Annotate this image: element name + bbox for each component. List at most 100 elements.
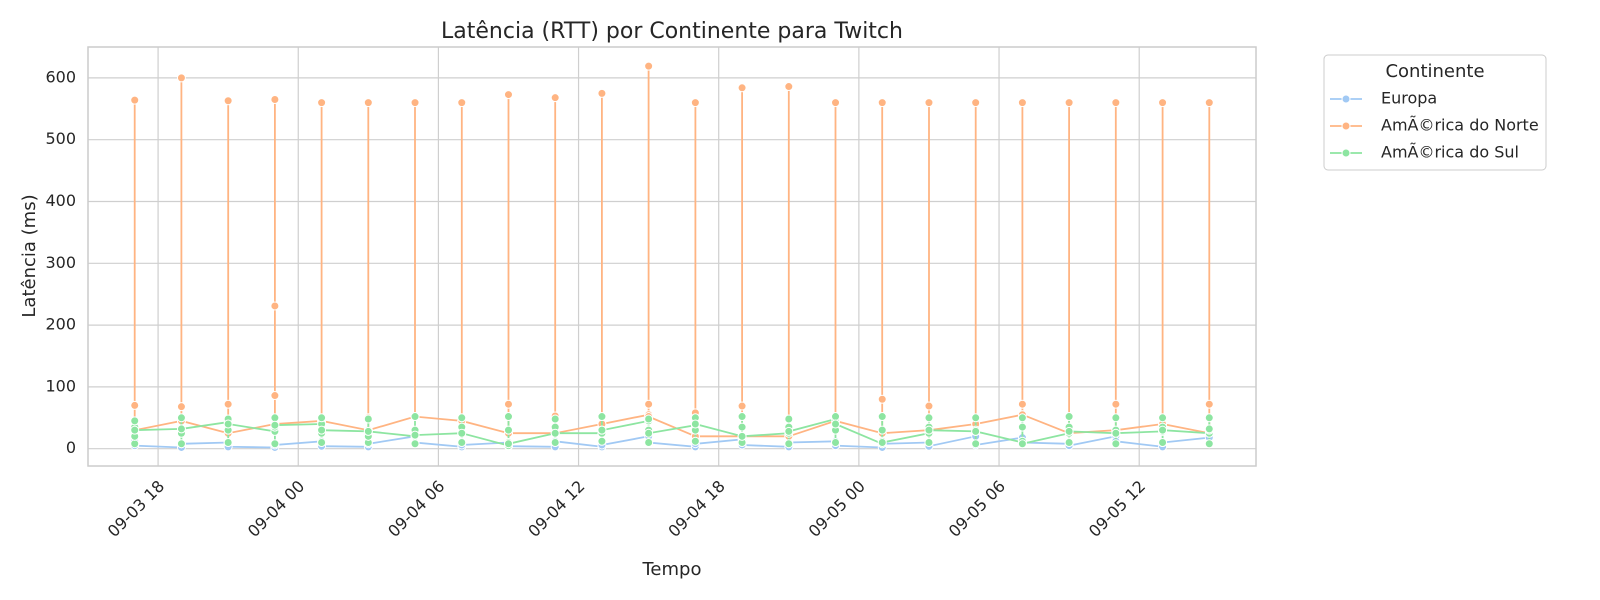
point [363, 98, 373, 108]
point [457, 413, 467, 423]
y-tick-label: 0 [66, 438, 76, 457]
point [644, 399, 654, 409]
point [924, 425, 934, 435]
legend-label: Europa [1381, 89, 1437, 108]
point [831, 412, 841, 422]
point [737, 431, 747, 441]
point [784, 439, 794, 449]
point [1204, 424, 1214, 434]
point [690, 436, 700, 446]
point [971, 413, 981, 423]
y-tick-label: 400 [45, 191, 76, 210]
x-tick-label: 09-05 00 [805, 477, 869, 541]
point [457, 438, 467, 448]
point [1204, 413, 1214, 423]
point [410, 439, 420, 449]
point [1064, 98, 1074, 108]
point [1111, 439, 1121, 449]
x-tick-label: 09-04 12 [524, 477, 588, 541]
point [223, 399, 233, 409]
point [1017, 98, 1027, 108]
x-axis-label: Tempo [642, 559, 702, 580]
y-axis-label: Latência (ms) [19, 194, 40, 317]
y-tick-label: 200 [45, 315, 76, 334]
point [737, 83, 747, 93]
point [597, 436, 607, 446]
point [317, 413, 327, 423]
point [597, 88, 607, 98]
point [877, 438, 887, 448]
point [317, 425, 327, 435]
point [1017, 422, 1027, 432]
point [924, 401, 934, 411]
point [1017, 439, 1027, 449]
point [270, 413, 280, 423]
point [550, 438, 560, 448]
point [1064, 438, 1074, 448]
x-tick-label: 09-05 06 [945, 477, 1009, 541]
point [410, 98, 420, 108]
point [550, 414, 560, 424]
point [1204, 439, 1214, 449]
legend-label: AmÃ©rica do Sul [1381, 143, 1519, 162]
point [503, 399, 513, 409]
point [924, 413, 934, 423]
series-line [133, 416, 1211, 447]
legend-marker [1341, 94, 1351, 104]
point [550, 93, 560, 103]
point [270, 439, 280, 449]
point [503, 412, 513, 422]
point [971, 439, 981, 449]
point [644, 61, 654, 71]
point [1204, 98, 1214, 108]
point [363, 414, 373, 424]
point [317, 98, 327, 108]
plot-frame [87, 46, 1257, 467]
point [831, 438, 841, 448]
point [176, 424, 186, 434]
point [737, 412, 747, 422]
y-tick-label: 100 [45, 376, 76, 395]
point [1158, 98, 1168, 108]
point [644, 428, 654, 438]
point [223, 96, 233, 106]
point [690, 419, 700, 429]
point [1064, 426, 1074, 436]
point [877, 98, 887, 108]
point [1158, 438, 1168, 448]
point [503, 90, 513, 100]
point [223, 438, 233, 448]
point [971, 98, 981, 108]
y-tick-label: 300 [45, 253, 76, 272]
point [363, 426, 373, 436]
point [176, 73, 186, 83]
x-tick-label: 09-03 18 [104, 477, 168, 541]
point [784, 414, 794, 424]
point [1111, 98, 1121, 108]
point [1204, 399, 1214, 409]
y-tick-label: 500 [45, 129, 76, 148]
series-line [133, 66, 1211, 438]
x-tick-label: 09-04 06 [384, 477, 448, 541]
y-tick-label: 600 [45, 67, 76, 86]
point [410, 430, 420, 440]
point [1064, 412, 1074, 422]
point [457, 98, 467, 108]
point [924, 98, 934, 108]
point [176, 439, 186, 449]
point [831, 419, 841, 429]
legend-label: AmÃ©rica do Norte [1381, 116, 1539, 135]
point [176, 402, 186, 412]
point [130, 425, 140, 435]
x-tick-label: 09-04 00 [244, 477, 308, 541]
x-tick-label: 09-04 18 [664, 477, 728, 541]
point [1111, 413, 1121, 423]
point [737, 401, 747, 411]
point [270, 301, 280, 311]
legend-marker [1341, 121, 1351, 131]
point [690, 98, 700, 108]
point [503, 425, 513, 435]
legend-title: Continente [1385, 61, 1484, 82]
point [644, 414, 654, 424]
